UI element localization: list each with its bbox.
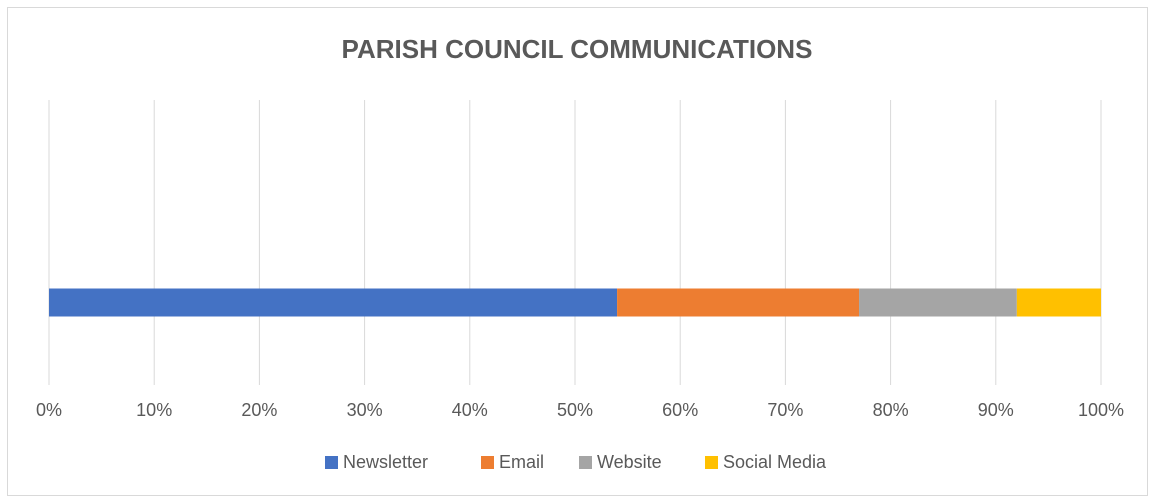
legend-swatch — [325, 456, 338, 469]
chart-frame — [7, 7, 1148, 496]
bar-segment — [1016, 288, 1101, 317]
legend-label: Website — [597, 452, 662, 472]
x-tick-label: 50% — [557, 400, 593, 420]
x-tick-label: 30% — [347, 400, 383, 420]
x-tick-label: 90% — [978, 400, 1014, 420]
legend-label: Email — [499, 452, 544, 472]
legend-label: Social Media — [723, 452, 827, 472]
x-tick-label: 80% — [873, 400, 909, 420]
chart-title: PARISH COUNCIL COMMUNICATIONS — [342, 34, 813, 64]
x-tick-label: 70% — [767, 400, 803, 420]
x-tick-label: 100% — [1078, 400, 1124, 420]
legend-swatch — [481, 456, 494, 469]
legend-label: Newsletter — [343, 452, 428, 472]
x-tick-label: 60% — [662, 400, 698, 420]
legend-swatch — [705, 456, 718, 469]
x-tick-label: 10% — [136, 400, 172, 420]
x-tick-label: 40% — [452, 400, 488, 420]
legend-swatch — [579, 456, 592, 469]
bar-segment — [617, 288, 860, 317]
x-tick-label: 0% — [36, 400, 62, 420]
bar-segment — [859, 288, 1017, 317]
x-tick-label: 20% — [241, 400, 277, 420]
bar-segment — [49, 288, 618, 317]
